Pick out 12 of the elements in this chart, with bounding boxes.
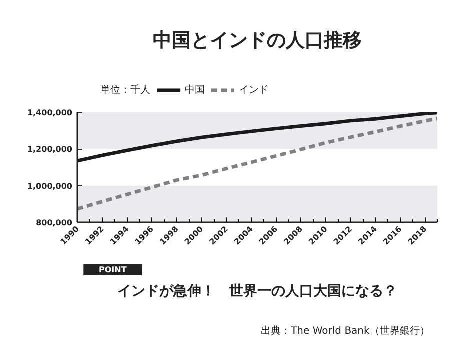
y-tick-label: 1,200,000 — [27, 145, 73, 154]
y-tick-label: 800,000 — [36, 218, 73, 228]
chart-title: 中国とインドの人口推移 — [153, 30, 362, 52]
y-tick-label: 1,400,000 — [27, 108, 73, 118]
source-note: 出典：The World Bank（世界銀行） — [261, 325, 430, 337]
text: POINT — [98, 266, 128, 274]
legend-label: インド — [239, 85, 270, 96]
text: インドが急伸！ 世界一の人口大国になる？ — [118, 284, 398, 300]
y-axis-title: 単位：千人 — [100, 84, 151, 96]
y-tick-label: 1,000,000 — [27, 182, 73, 191]
line-series — [78, 116, 438, 211]
legend-label: 中国 — [185, 84, 206, 96]
